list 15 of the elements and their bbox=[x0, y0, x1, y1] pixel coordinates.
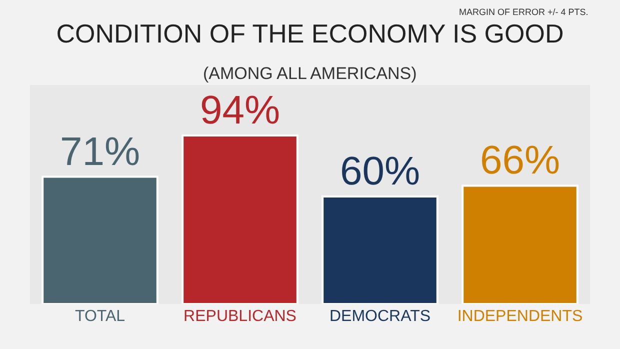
bar bbox=[182, 134, 298, 304]
bar bbox=[322, 195, 438, 304]
x-tick-label: DEMOCRATS bbox=[329, 308, 431, 325]
x-tick-label: INDEPENDENTS bbox=[457, 308, 583, 325]
x-tick-label: REPUBLICANS bbox=[184, 308, 296, 325]
data-label: 71% bbox=[60, 130, 140, 174]
bar bbox=[42, 176, 158, 304]
text: MARGIN OF ERROR +/- 4 PTS. bbox=[459, 7, 588, 17]
data-label: 60% bbox=[340, 149, 420, 194]
data-label: 94% bbox=[200, 88, 280, 133]
chart-subtitle: (AMONG ALL AMERICANS) bbox=[203, 64, 417, 83]
x-tick-label: TOTAL bbox=[74, 308, 126, 325]
bar bbox=[462, 184, 578, 304]
chart-title: CONDITION OF THE ECONOMY IS GOOD bbox=[56, 18, 564, 49]
data-label: 66% bbox=[480, 138, 560, 183]
